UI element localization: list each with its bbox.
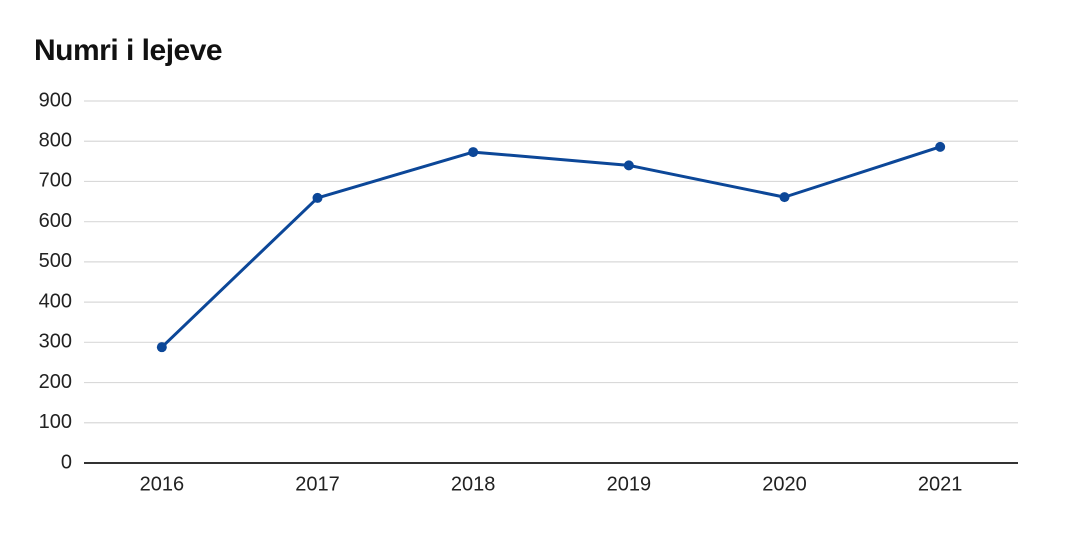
x-tick-label: 2017 <box>295 473 340 495</box>
x-tick-label: 2018 <box>451 473 496 495</box>
point <box>779 192 790 203</box>
point <box>156 342 167 353</box>
y-tick-label: 600 <box>39 210 72 232</box>
y-tick-label: 300 <box>39 331 72 353</box>
x-tick-label: 2020 <box>762 473 807 495</box>
y-tick-label: 200 <box>39 371 72 393</box>
chart-title: Numri i lejeve <box>34 34 222 67</box>
y-tick-label: 700 <box>39 170 72 192</box>
y-tick-label: 400 <box>39 290 72 312</box>
y-tick-label: 0 <box>61 451 72 473</box>
y-tick-label: 900 <box>39 89 72 111</box>
x-tick-label: 2019 <box>607 473 652 495</box>
x-tick-label: 2016 <box>140 473 185 495</box>
y-tick-label: 100 <box>39 411 72 433</box>
y-tick-label: 800 <box>39 130 72 152</box>
y-tick-label: 500 <box>39 250 72 272</box>
point <box>468 147 479 158</box>
point <box>312 192 323 203</box>
point <box>935 141 946 152</box>
x-tick-label: 2021 <box>918 473 963 495</box>
line <box>160 145 941 349</box>
point <box>623 160 634 171</box>
